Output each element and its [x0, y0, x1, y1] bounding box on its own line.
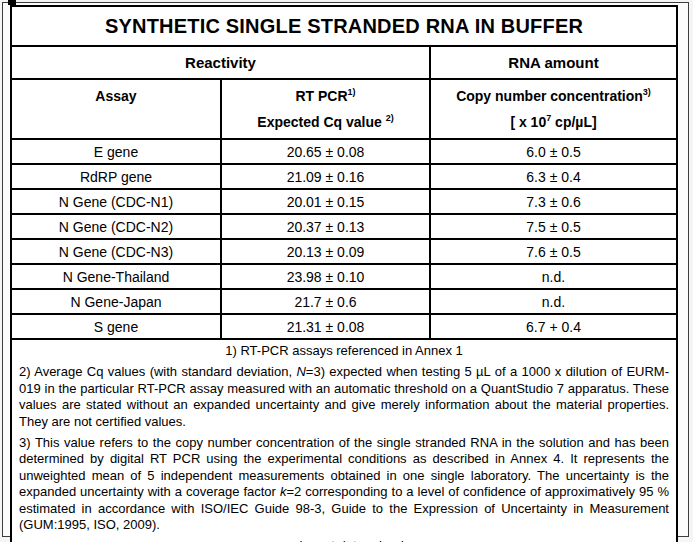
cq-value-cell: 20.13 ± 0.09 [221, 239, 430, 264]
cq-value-cell: 20.65 ± 0.08 [221, 139, 430, 164]
footnote-3: 3) This value refers to the copy number … [19, 435, 669, 533]
copy-number-cell: 7.5 ± 0.5 [430, 214, 677, 239]
table-row: N Gene (CDC-N1) 20.01 ± 0.15 7.3 ± 0.6 [11, 189, 677, 214]
rt-pcr-column-header: RT PCR1) Expected Cq value 2) [221, 79, 430, 139]
copy-number-cell: 6.7 + 0.4 [430, 314, 677, 339]
copy-number-cell: n.d. [430, 264, 677, 289]
table-row: N Gene (CDC-N2) 20.37 ± 0.13 7.5 ± 0.5 [11, 214, 677, 239]
rna-amount-group-header: RNA amount [430, 46, 677, 79]
unit-header-label: [ x 107 cp/µL] [431, 114, 676, 130]
assay-cell: S gene [11, 314, 221, 339]
table-row: N Gene (CDC-N3) 20.13 ± 0.09 7.6 ± 0.5 [11, 239, 677, 264]
cq-value-cell: 21.09 ± 0.16 [221, 164, 430, 189]
cq-value-cell: 23.98 ± 0.10 [221, 264, 430, 289]
table-title: SYNTHETIC SINGLE STRANDED RNA IN BUFFER [11, 6, 677, 46]
expected-cq-header-label: Expected Cq value 2) [222, 114, 429, 130]
table-title-row: SYNTHETIC SINGLE STRANDED RNA IN BUFFER [11, 6, 677, 46]
assay-cell: N Gene (CDC-N2) [11, 214, 221, 239]
copy-number-cell: 7.6 ± 0.5 [430, 239, 677, 264]
rt-pcr-header-label: RT PCR1) [222, 88, 429, 104]
footnote-ref-2: 2) [386, 113, 394, 123]
assay-cell: E gene [11, 139, 221, 164]
column-header-row: Assay RT PCR1) Expected Cq value 2) Copy… [11, 79, 677, 139]
copy-number-column-header: Copy number concentration3) [ x 107 cp/µ… [430, 79, 677, 139]
copy-number-cell: 7.3 ± 0.6 [430, 189, 677, 214]
cq-value-cell: 20.37 ± 0.13 [221, 214, 430, 239]
footnote-2: 2) Average Cq values (with standard devi… [19, 364, 669, 430]
table-row: RdRP gene 21.09 ± 0.16 6.3 ± 0.4 [11, 164, 677, 189]
group-header-row: Reactivity RNA amount [11, 46, 677, 79]
reactivity-group-header: Reactivity [11, 46, 430, 79]
rna-buffer-table: SYNTHETIC SINGLE STRANDED RNA IN BUFFER … [10, 5, 678, 542]
cq-value-cell: 21.7 ± 0.6 [221, 289, 430, 314]
assay-header-label: Assay [12, 88, 220, 104]
assay-cell: RdRP gene [11, 164, 221, 189]
copy-number-header-label: Copy number concentration3) [431, 88, 676, 104]
table-row: N Gene-Japan 21.7 ± 0.6 n.d. [11, 289, 677, 314]
cq-value-cell: 21.31 ± 0.08 [221, 314, 430, 339]
footnotes-cell: 1) RT-PCR assays referenced in Annex 1 2… [11, 339, 677, 542]
footnote-ref-1: 1) [348, 87, 356, 97]
table-row: S gene 21.31 ± 0.08 6.7 + 0.4 [11, 314, 677, 339]
footnote-ref-3: 3) [643, 87, 651, 97]
footnotes-row: 1) RT-PCR assays referenced in Annex 1 2… [11, 339, 677, 542]
cq-value-cell: 20.01 ± 0.15 [221, 189, 430, 214]
table-row: E gene 20.65 ± 0.08 6.0 ± 0.5 [11, 139, 677, 164]
footnote-1: 1) RT-PCR assays referenced in Annex 1 [19, 343, 669, 359]
assay-cell: N Gene (CDC-N3) [11, 239, 221, 264]
copy-number-cell: 6.0 ± 0.5 [430, 139, 677, 164]
footnotes: 1) RT-PCR assays referenced in Annex 1 2… [12, 340, 676, 542]
assay-cell: N Gene-Japan [11, 289, 221, 314]
copy-number-cell: n.d. [430, 289, 677, 314]
copy-number-cell: 6.3 ± 0.4 [430, 164, 677, 189]
nd-legend: n.d. : not determined [19, 538, 669, 542]
italic-N: N [296, 364, 305, 379]
assay-cell: N Gene-Thailand [11, 264, 221, 289]
assay-cell: N Gene (CDC-N1) [11, 189, 221, 214]
assay-column-header: Assay [11, 79, 221, 139]
table-row: N Gene-Thailand 23.98 ± 0.10 n.d. [11, 264, 677, 289]
